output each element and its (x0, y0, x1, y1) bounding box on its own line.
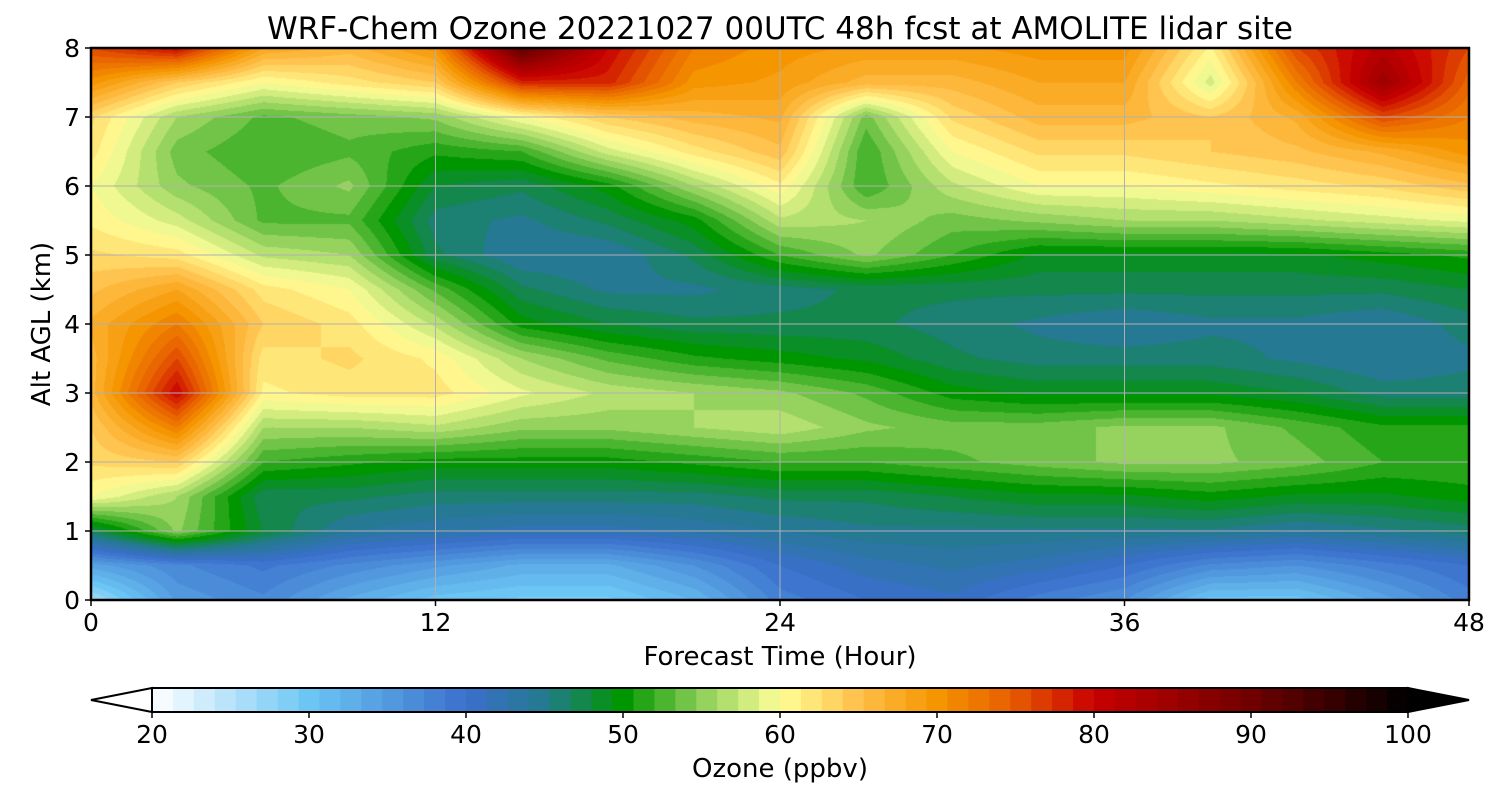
colorbar-level (1219, 688, 1242, 712)
colorbar-level (968, 688, 990, 712)
colorbar-level (780, 688, 802, 712)
colorbar-tick-label: 40 (450, 720, 482, 749)
x-axis-label: Forecast Time (Hour) (643, 642, 916, 672)
x-tick-label: 12 (420, 608, 452, 637)
colorbar-level (947, 688, 969, 712)
colorbar-level (486, 688, 509, 712)
colorbar-tick-label: 70 (921, 720, 953, 749)
colorbar-level (800, 688, 823, 712)
chart-title: WRF-Chem Ozone 20221027 00UTC 48h fcst a… (267, 11, 1293, 47)
colorbar-level (654, 688, 676, 712)
y-tick-label: 6 (64, 172, 80, 201)
colorbar-level (549, 688, 572, 712)
colorbar-level (821, 688, 844, 712)
y-axis-label: Alt AGL (km) (27, 242, 57, 406)
x-axis: 0 12 24 36 48 (83, 600, 1485, 637)
colorbar-level (612, 688, 635, 712)
colorbar-level (152, 688, 174, 712)
colorbar-tick-label: 60 (764, 720, 796, 749)
colorbar-level (1073, 688, 1095, 712)
y-tick-label: 4 (64, 310, 80, 339)
colorbar-level (989, 688, 1011, 712)
colorbar-label: Ozone (ppbv) (692, 754, 868, 784)
colorbar-level (1345, 688, 1367, 712)
y-tick-label: 8 (64, 34, 80, 63)
colorbar-level (172, 688, 195, 712)
colorbar-level (1324, 688, 1346, 712)
colorbar-level (424, 688, 446, 712)
colorbar-level (403, 688, 425, 712)
x-tick-label: 24 (764, 608, 796, 637)
colorbar-level (842, 688, 865, 712)
y-tick-label: 1 (64, 517, 80, 546)
colorbar-level (633, 688, 655, 712)
colorbar-level (1114, 688, 1137, 712)
colorbar-level (466, 688, 488, 712)
colorbar-level (1094, 688, 1116, 712)
colorbar-tick-label: 100 (1384, 720, 1432, 749)
colorbar-level (759, 688, 781, 712)
colorbar-blocks (152, 688, 1409, 712)
colorbar-level (193, 688, 216, 712)
colorbar-level (1303, 688, 1325, 712)
colorbar-level (717, 688, 739, 712)
colorbar-level (1177, 688, 1200, 712)
colorbar-level (277, 688, 300, 712)
colorbar-level (1366, 688, 1388, 712)
colorbar-tick-label: 50 (607, 720, 639, 749)
colorbar-level (926, 688, 949, 712)
y-tick-label: 3 (64, 379, 80, 408)
y-tick-label: 2 (64, 448, 80, 477)
colorbar-level (507, 688, 530, 712)
colorbar-tick-label: 80 (1078, 720, 1110, 749)
colorbar-level (1031, 688, 1053, 712)
colorbar-level (570, 688, 593, 712)
colorbar-level (235, 688, 258, 712)
colorbar-level (675, 688, 697, 712)
colorbar-level (298, 688, 321, 712)
colorbar: 20 30 40 50 60 70 80 90 100 (90, 686, 1470, 749)
colorbar-level (1010, 688, 1032, 712)
colorbar-level (1240, 688, 1263, 712)
colorbar-tick-label: 20 (136, 720, 168, 749)
colorbar-level (1387, 688, 1409, 712)
colorbar-low-extend (90, 686, 153, 714)
x-tick-label: 0 (83, 608, 99, 637)
y-tick-label: 5 (64, 241, 80, 270)
y-axis: 0 1 2 3 4 5 6 7 8 (64, 34, 91, 615)
colorbar-level (1261, 688, 1283, 712)
colorbar-high-extend (1407, 686, 1470, 714)
colorbar-level (738, 688, 760, 712)
colorbar-level (1282, 688, 1304, 712)
colorbar-level (696, 688, 718, 712)
colorbar-tick-label: 30 (293, 720, 325, 749)
colorbar-level (591, 688, 614, 712)
colorbar-level (1052, 688, 1074, 712)
y-tick-label: 7 (64, 103, 80, 132)
colorbar-level (1135, 688, 1158, 712)
y-tick-label: 0 (64, 586, 80, 615)
colorbar-level (382, 688, 404, 712)
x-tick-label: 36 (1109, 608, 1141, 637)
colorbar-level (214, 688, 237, 712)
colorbar-level (884, 688, 907, 712)
colorbar-level (319, 688, 341, 712)
colorbar-level (1156, 688, 1179, 712)
colorbar-level (361, 688, 383, 712)
x-tick-label: 48 (1453, 608, 1485, 637)
colorbar-tick-label: 90 (1235, 720, 1267, 749)
colorbar-level (256, 688, 279, 712)
colorbar-level (905, 688, 928, 712)
colorbar-level (1198, 688, 1221, 712)
colorbar-level (340, 688, 362, 712)
colorbar-level (445, 688, 467, 712)
colorbar-level (863, 688, 886, 712)
colorbar-level (528, 688, 551, 712)
colorbar-ticks: 20 30 40 50 60 70 80 90 100 (136, 712, 1432, 749)
